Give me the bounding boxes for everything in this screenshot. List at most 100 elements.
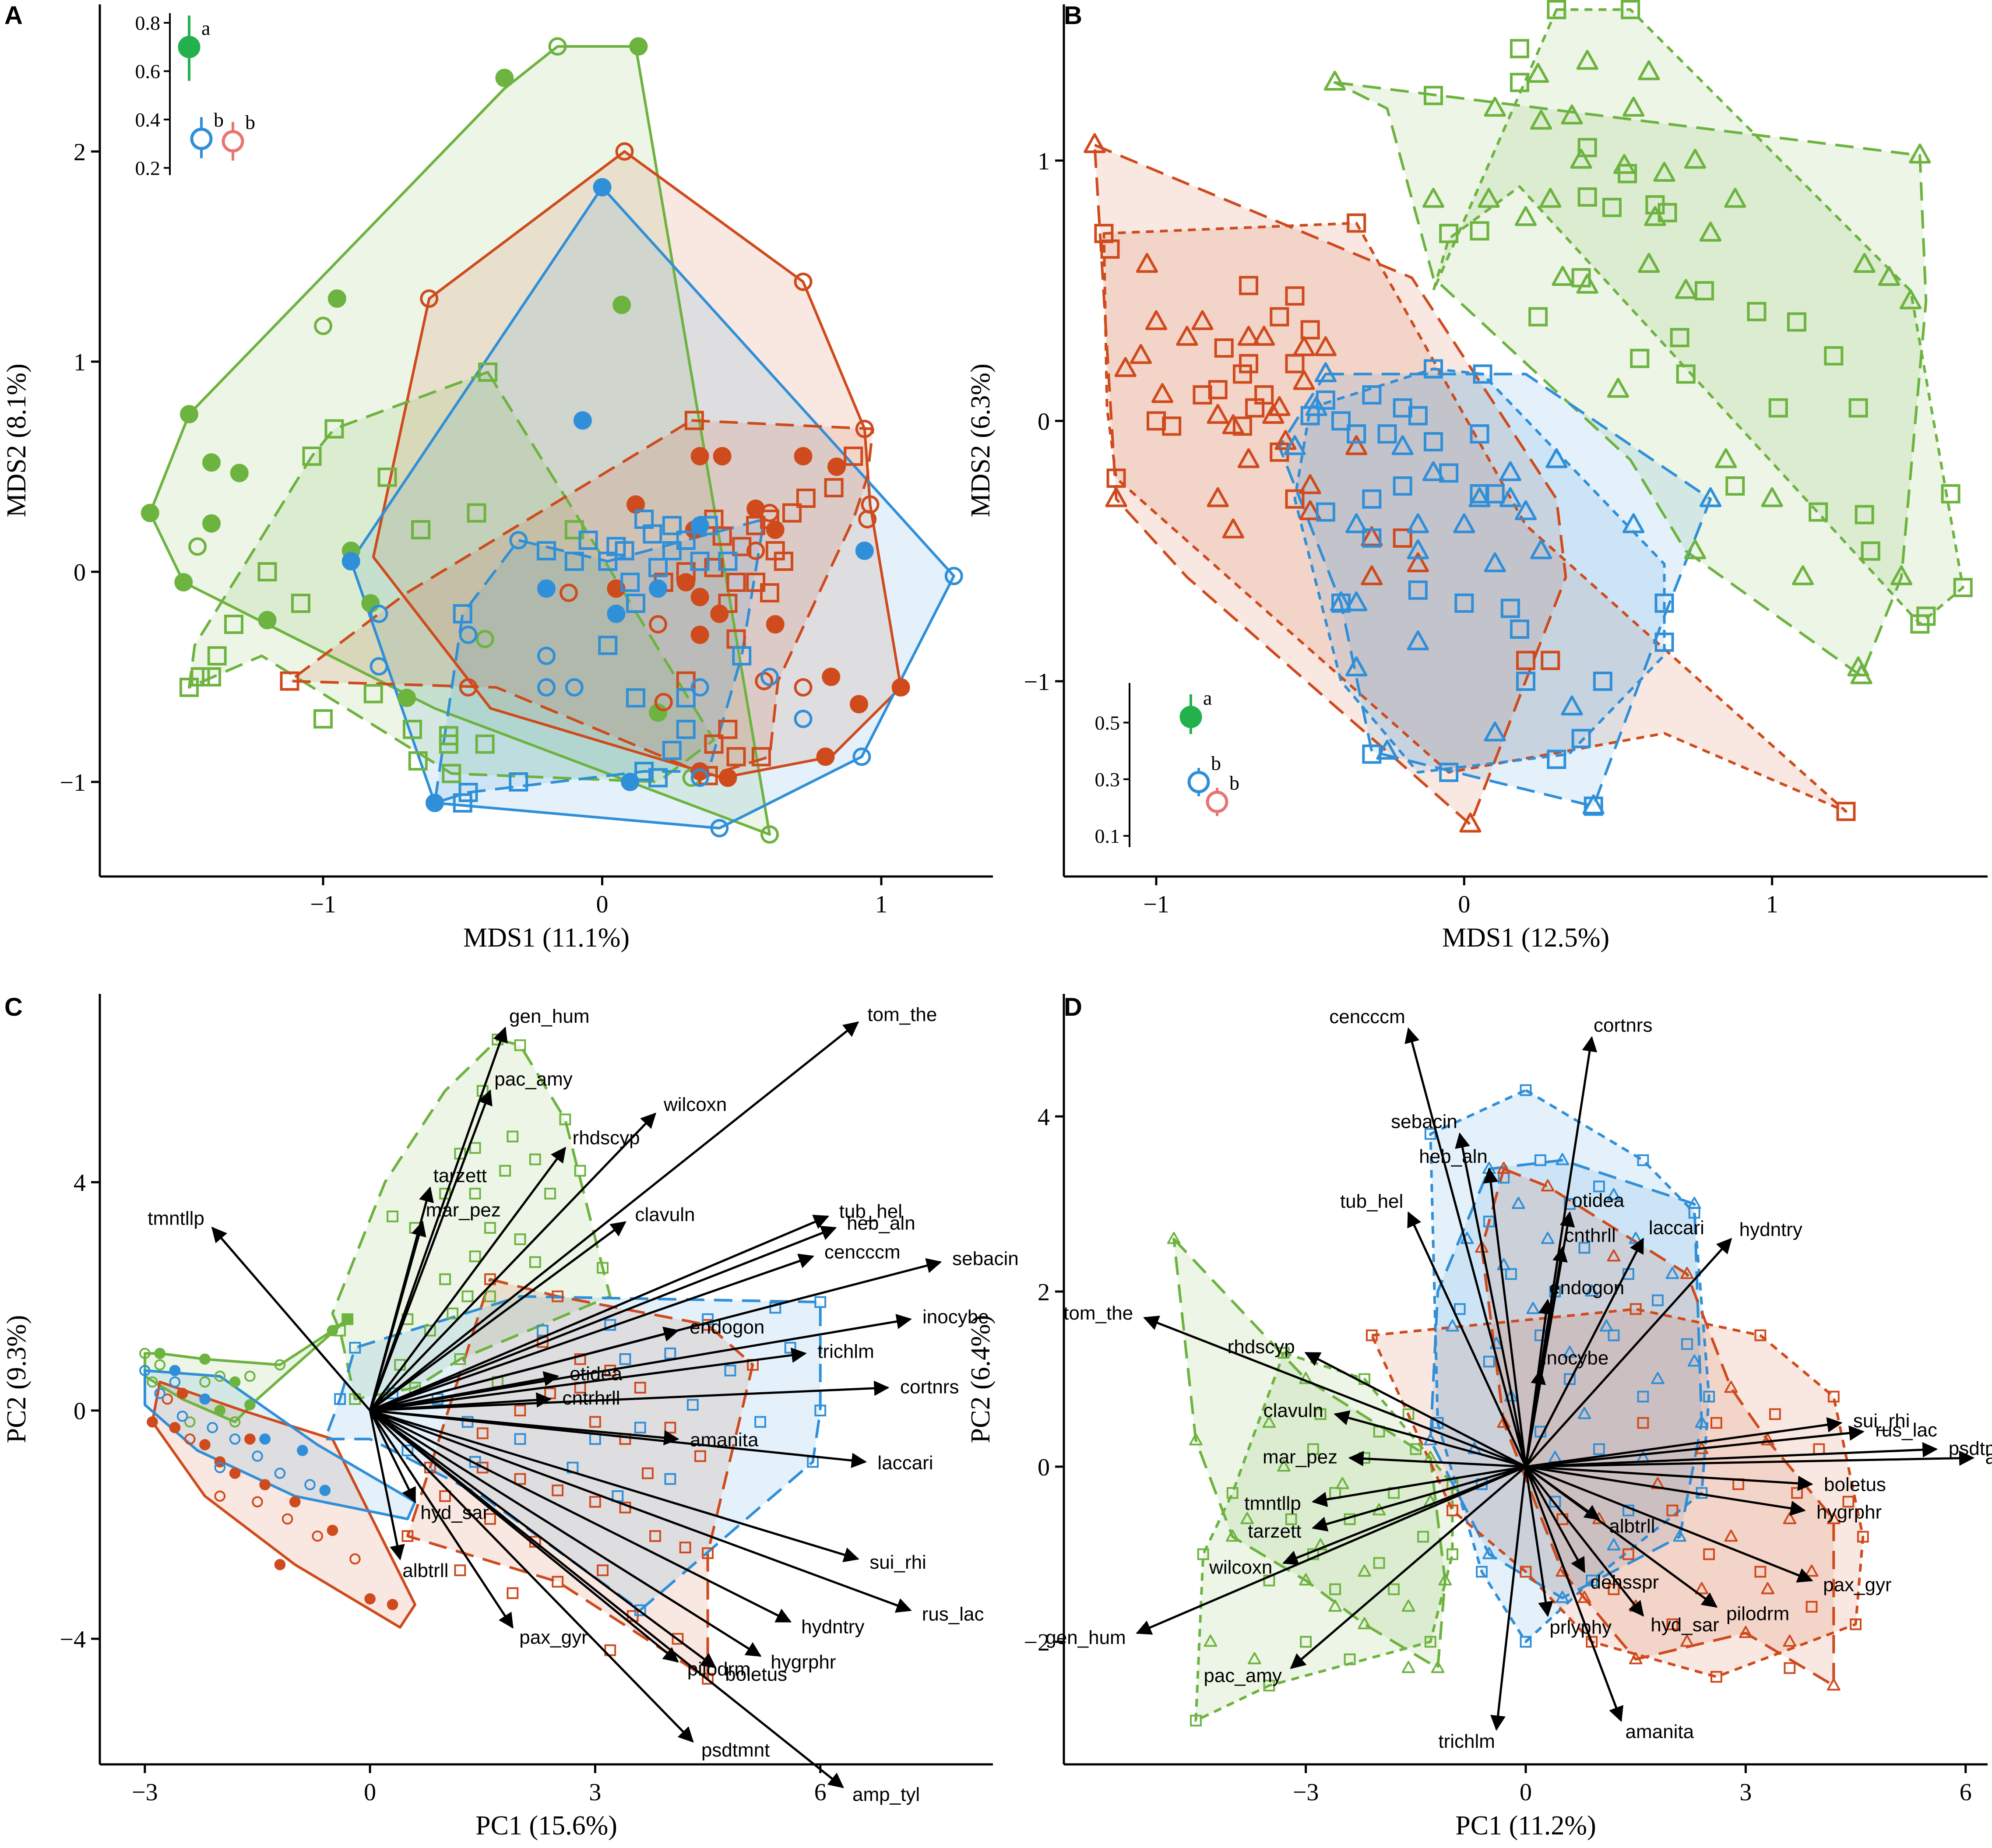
data-point-red-square — [672, 1633, 684, 1645]
loading-arrow-clavuln — [369, 1221, 626, 1412]
data-point-blue-square — [598, 636, 618, 655]
data-point-green-circle — [361, 594, 380, 612]
inset-mean-point — [1206, 791, 1228, 813]
data-point-green-triangle — [1638, 60, 1660, 81]
data-point-blue-square — [1483, 1355, 1495, 1368]
arrow-label-tmntllp: tmntllp — [148, 1207, 204, 1229]
data-point-red-circle — [327, 1524, 338, 1536]
data-point-red-circle — [746, 542, 765, 560]
hull-outline-green-solid — [148, 45, 771, 836]
loading-arrow-rhdscyp — [1304, 1352, 1527, 1468]
hull-fill-red-dashed — [289, 420, 873, 776]
loading-arrow-tarzett — [1312, 1465, 1526, 1532]
panel-letter: D — [1064, 993, 1082, 1021]
y-tick-label: 2 — [1038, 1279, 1050, 1306]
data-point-red-square — [1608, 1583, 1620, 1595]
data-point-blue-square — [643, 524, 662, 544]
arrow-label-hyd_sar: hyd_sar — [420, 1502, 489, 1523]
data-point-green-circle — [141, 503, 159, 522]
arrow-label-endogon: endogon — [690, 1316, 764, 1338]
data-point-blue-square — [1439, 763, 1459, 782]
data-point-red-square — [514, 1473, 526, 1485]
data-point-red-triangle — [1607, 1249, 1621, 1262]
data-point-green-square — [1190, 1714, 1202, 1727]
data-point-green-circle — [760, 825, 779, 844]
data-point-green-square — [179, 678, 199, 697]
arrow-label-pilodrm: pilodrm — [687, 1658, 750, 1680]
data-point-green-square — [411, 520, 431, 539]
data-point-green-square — [324, 419, 344, 439]
data-point-red-square — [1446, 1504, 1458, 1517]
data-point-red-square — [1703, 1548, 1715, 1560]
data-point-red-triangle — [1680, 1267, 1694, 1279]
loading-arrow-tmntllp — [211, 1226, 371, 1412]
data-point-red-triangle — [1345, 435, 1368, 455]
data-point-blue-square — [1608, 1329, 1620, 1341]
data-point-red-circle — [816, 747, 835, 766]
data-point-green-square — [1510, 39, 1529, 59]
data-point-green-square — [1630, 348, 1650, 368]
data-point-red-triangle — [1783, 1634, 1797, 1647]
data-point-green-triangle — [1684, 539, 1706, 560]
loading-arrow-prlyphy — [1524, 1466, 1553, 1617]
data-point-red-square — [1214, 338, 1234, 358]
data-point-green-triangle — [1653, 162, 1675, 182]
data-point-blue-triangle — [1673, 1529, 1686, 1542]
loading-arrow-gen_hum — [1136, 1465, 1526, 1635]
data-point-blue-square — [676, 720, 696, 739]
y-tick-label: 4 — [74, 1169, 86, 1197]
data-point-red-triangle — [1361, 565, 1383, 585]
data-point-blue-triangle — [1561, 695, 1583, 716]
data-point-red-triangle — [1207, 404, 1229, 424]
data-point-red-square — [649, 1530, 661, 1542]
data-point-green-square — [544, 1187, 556, 1200]
data-point-red-circle — [252, 1496, 263, 1508]
data-point-green-square — [1676, 364, 1696, 384]
panel-letter: C — [4, 993, 23, 1021]
arrow-label-boletus: boletus — [725, 1664, 787, 1685]
data-point-blue-circle — [229, 1433, 241, 1445]
arrow-label-trichlm: trichlm — [1438, 1731, 1495, 1752]
data-point-green-triangle — [1527, 63, 1549, 83]
loading-arrow-sui_rhi — [1525, 1417, 1843, 1468]
arrow-label-gen_hum: gen_hum — [1045, 1627, 1126, 1648]
hull-fill-blue-short — [1430, 1090, 1709, 1642]
data-point-blue-square — [1654, 593, 1674, 613]
data-point-blue-square — [1637, 1154, 1649, 1166]
data-point-red-square — [1791, 1487, 1803, 1499]
loading-arrow-endogon — [370, 1327, 679, 1412]
panel-a: −1 0 1 −1 0 1 2 MDS1 (11.1%) MDS2 (8.1%) A 0.2 0.4 0… — [2, 1, 993, 953]
data-point-red-circle — [654, 693, 673, 711]
data-point-blue-square — [769, 1302, 781, 1314]
data-point-blue-circle — [690, 768, 709, 787]
data-point-green-circle — [230, 464, 249, 482]
x-tick-label: 1 — [875, 891, 887, 918]
y-tick-label: 1 — [1038, 148, 1050, 175]
data-point-green-triangle — [1638, 253, 1660, 273]
data-point-red-square — [684, 411, 704, 430]
data-point-red-square — [732, 537, 752, 556]
data-point-red-triangle — [1151, 383, 1174, 403]
data-point-blue-triangle — [1376, 739, 1398, 760]
y-tick-label: 0 — [74, 559, 86, 586]
data-point-green-circle — [548, 37, 567, 56]
arrow-label-dehsspr: dehsspr — [1591, 1571, 1659, 1593]
data-point-red-circle — [822, 668, 841, 686]
hull-fill-green-short — [1433, 9, 1963, 624]
loading-arrow-hygrphr — [1525, 1465, 1806, 1516]
data-point-green-square — [387, 1211, 398, 1222]
data-point-green-circle — [612, 296, 631, 314]
data-point-blue-triangle — [1530, 539, 1552, 560]
y-tick-label: −2 — [1024, 1629, 1050, 1656]
data-point-green-square — [1424, 86, 1443, 106]
data-point-green-square — [1300, 1636, 1312, 1648]
loading-arrow-clavuln — [1334, 1410, 1526, 1468]
data-point-red-square — [751, 747, 771, 767]
data-point-blue-triangle — [1453, 513, 1475, 533]
loading-arrow-wilcoxn — [1282, 1465, 1526, 1565]
data-point-green-circle — [398, 689, 416, 707]
data-point-blue-square — [664, 1473, 676, 1485]
data-point-green-triangle — [1401, 1661, 1415, 1673]
data-point-red-square — [726, 573, 746, 592]
inset-group-letter: a — [1203, 687, 1212, 709]
